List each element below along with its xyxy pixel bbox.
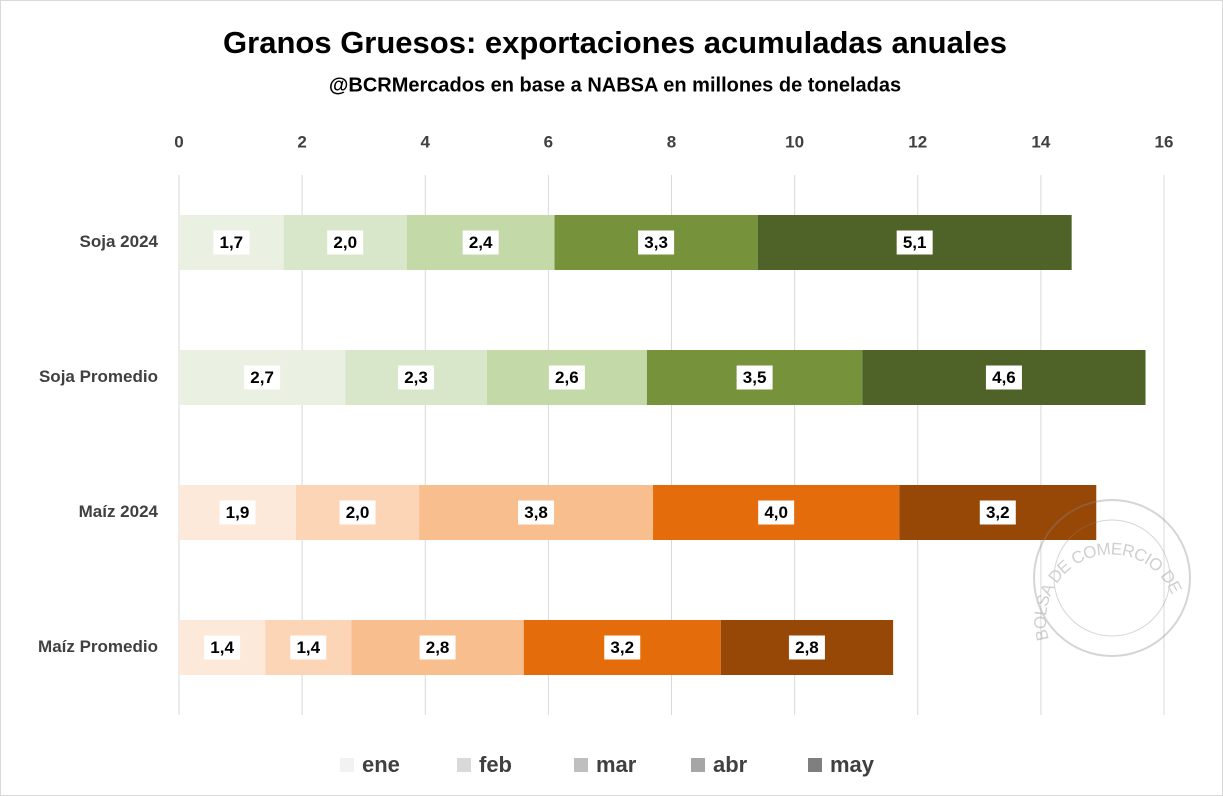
- data-label-box: [758, 500, 795, 525]
- data-label: 3,2: [610, 638, 634, 657]
- y-tick-label: Maíz Promedio: [38, 637, 158, 656]
- legend-swatch: [691, 758, 705, 772]
- legend-label: feb: [479, 752, 512, 777]
- data-label-box: [339, 500, 376, 525]
- data-label: 2,3: [404, 368, 428, 387]
- legend-swatch: [457, 758, 471, 772]
- data-label: 1,7: [220, 233, 244, 252]
- data-label-box: [979, 500, 1016, 525]
- data-label-box: [290, 635, 327, 660]
- y-tick-label: Soja 2024: [80, 232, 159, 251]
- data-label: 3,8: [524, 503, 548, 522]
- data-label-box: [985, 365, 1022, 390]
- legend-label: abr: [713, 752, 748, 777]
- legend-label: ene: [362, 752, 400, 777]
- data-label: 2,0: [346, 503, 370, 522]
- data-label-box: [638, 230, 675, 255]
- data-label-box: [419, 635, 456, 660]
- data-label: 3,5: [743, 368, 767, 387]
- data-label: 2,7: [250, 368, 274, 387]
- data-label-box: [213, 230, 250, 255]
- x-tick-label: 10: [785, 132, 804, 151]
- data-label: 2,4: [469, 233, 493, 252]
- chart-subtitle: @BCRMercados en base a NABSA en millones…: [329, 74, 901, 96]
- legend-label: may: [830, 752, 875, 777]
- legend-swatch: [808, 758, 822, 772]
- data-label: 1,4: [296, 638, 320, 657]
- data-label: 3,2: [986, 503, 1010, 522]
- data-label: 1,4: [210, 638, 234, 657]
- x-tick-label: 4: [421, 132, 431, 151]
- legend-swatch: [574, 758, 588, 772]
- x-tick-label: 2: [297, 132, 306, 151]
- data-label: 4,6: [992, 368, 1016, 387]
- data-label-box: [398, 365, 435, 390]
- data-label-box: [604, 635, 641, 660]
- data-label: 3,3: [644, 233, 668, 252]
- x-tick-label: 12: [908, 132, 927, 151]
- x-tick-label: 8: [667, 132, 676, 151]
- data-label-box: [896, 230, 933, 255]
- seal-ring-inner: [1053, 519, 1171, 637]
- seal-ring: [1033, 499, 1191, 657]
- x-tick-label: 16: [1155, 132, 1174, 151]
- y-tick-label: Soja Promedio: [39, 367, 158, 386]
- legend-swatch: [340, 758, 354, 772]
- y-tick-label: Maíz 2024: [79, 502, 159, 521]
- data-label-box: [327, 230, 364, 255]
- data-label-box: [736, 365, 773, 390]
- data-label: 2,6: [555, 368, 579, 387]
- data-label-box: [462, 230, 499, 255]
- x-tick-label: 0: [174, 132, 183, 151]
- data-label: 1,9: [226, 503, 250, 522]
- data-label-box: [548, 365, 585, 390]
- data-label: 5,1: [903, 233, 927, 252]
- legend-label: mar: [596, 752, 637, 777]
- data-label: 4,0: [764, 503, 788, 522]
- x-tick-label: 6: [544, 132, 553, 151]
- data-label-box: [219, 500, 256, 525]
- x-tick-label: 14: [1031, 132, 1050, 151]
- data-label-box: [788, 635, 825, 660]
- data-label-box: [204, 635, 241, 660]
- data-label-box: [518, 500, 555, 525]
- data-label-box: [244, 365, 281, 390]
- data-label: 2,0: [333, 233, 357, 252]
- data-label: 2,8: [426, 638, 450, 657]
- chart-title: Granos Gruesos: exportaciones acumuladas…: [223, 25, 1007, 60]
- data-label: 2,8: [795, 638, 819, 657]
